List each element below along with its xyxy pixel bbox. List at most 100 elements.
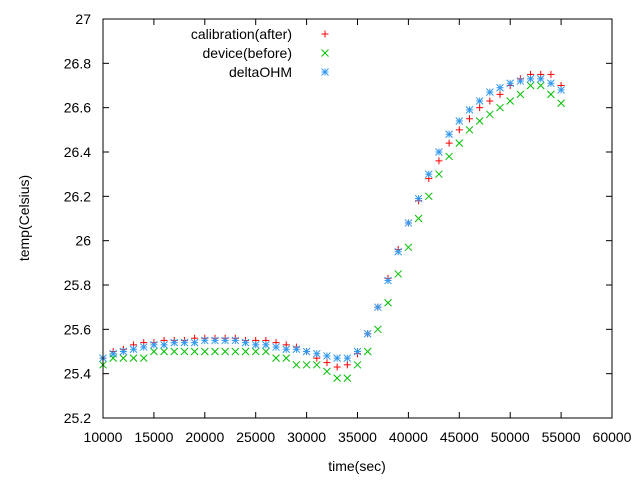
device-point [394,270,403,278]
x-tick-label: 15000 [134,429,173,445]
deltaohm-point [241,338,250,347]
deltaohm-point [557,86,565,94]
device-point [323,367,331,376]
device-point [506,97,515,105]
device-point [343,374,352,382]
deltaohm-point [394,247,403,256]
device-point [536,81,545,90]
device-point [221,347,230,356]
legend-marker [321,30,329,38]
device-point [363,347,372,356]
device-point [384,298,392,307]
legend-marker [321,49,329,57]
device-point [272,354,280,363]
y-tick-label: 25.6 [64,321,91,337]
device-point [251,347,260,356]
deltaohm-point [200,336,209,345]
y-tick-label: 25.2 [64,410,91,426]
deltaohm-point [435,148,443,156]
deltaohm-point [302,347,311,356]
y-tick-label: 26.2 [64,188,91,204]
device-point [516,90,525,99]
device-point [119,354,128,363]
deltaohm-point [231,336,240,345]
deltaohm-point [465,106,474,114]
deltaohm-point [160,340,168,349]
device-point [557,99,565,108]
deltaohm-point [211,336,219,345]
calibration-point [445,139,453,147]
legend-label: deltaOHM [229,64,292,80]
deltaohm-point [292,345,301,354]
device-point [312,360,321,369]
deltaohm-point [312,349,321,358]
deltaohm-point [343,354,352,363]
deltaohm-point [363,329,372,338]
calibration-point [435,157,443,165]
series-2 [99,74,565,363]
axis-ticks: 10000 15000 20000 25000 30000 35000 40000 45000… [64,11,632,445]
deltaohm-point [526,74,535,83]
legend-label: device(before) [203,45,293,61]
deltaohm-point [506,79,515,88]
deltaohm-point [424,170,433,179]
deltaohm-point [221,336,230,345]
deltaohm-point [282,345,291,354]
device-point [547,90,555,99]
y-tick-label: 26.6 [64,100,91,116]
deltaohm-point [414,194,423,203]
device-point [211,347,219,356]
deltaohm-point [485,88,494,97]
device-point [292,360,301,369]
calibration-point [333,363,341,371]
calibration-point [486,97,494,105]
deltaohm-point [119,347,128,356]
calibration-point [496,90,504,98]
deltaohm-point [170,338,179,347]
device-point [333,374,341,382]
deltaohm-point [516,77,525,85]
deltaohm-point [445,130,453,139]
device-point [424,192,433,201]
device-point [455,139,464,147]
x-tick-label: 10000 [84,429,123,445]
y-tick-label: 26 [75,233,91,249]
device-point [496,103,504,112]
device-point [465,125,474,134]
y-tick-label: 26.8 [64,55,91,71]
deltaohm-point [496,83,504,92]
device-point [170,347,179,356]
data-points [99,70,565,382]
x-tick-label: 45000 [440,429,479,445]
y-tick-label: 25.4 [64,366,91,382]
deltaohm-point [333,354,341,363]
device-point [139,354,148,363]
device-point [302,360,311,369]
deltaohm-point [404,219,413,227]
calibration-point [465,115,473,123]
device-point [475,117,484,125]
x-tick-label: 40000 [389,429,428,445]
deltaohm-point [455,117,464,125]
x-tick-label: 25000 [236,429,275,445]
deltaohm-point [475,97,484,105]
plot-frame [102,18,613,419]
calibration-point [476,104,484,112]
deltaohm-point [323,352,331,360]
device-point [180,347,189,356]
device-point [445,152,453,161]
device-point [160,347,168,356]
device-point [200,347,209,356]
calibration-point [547,70,555,78]
series-1 [99,81,565,382]
device-point [404,243,413,252]
y-tick-label: 26.4 [64,144,91,160]
device-point [435,170,443,179]
device-point [241,347,250,356]
deltaohm-point [190,338,199,347]
y-axis-label: temp(Celsius) [16,175,32,261]
deltaohm-point [139,343,148,351]
